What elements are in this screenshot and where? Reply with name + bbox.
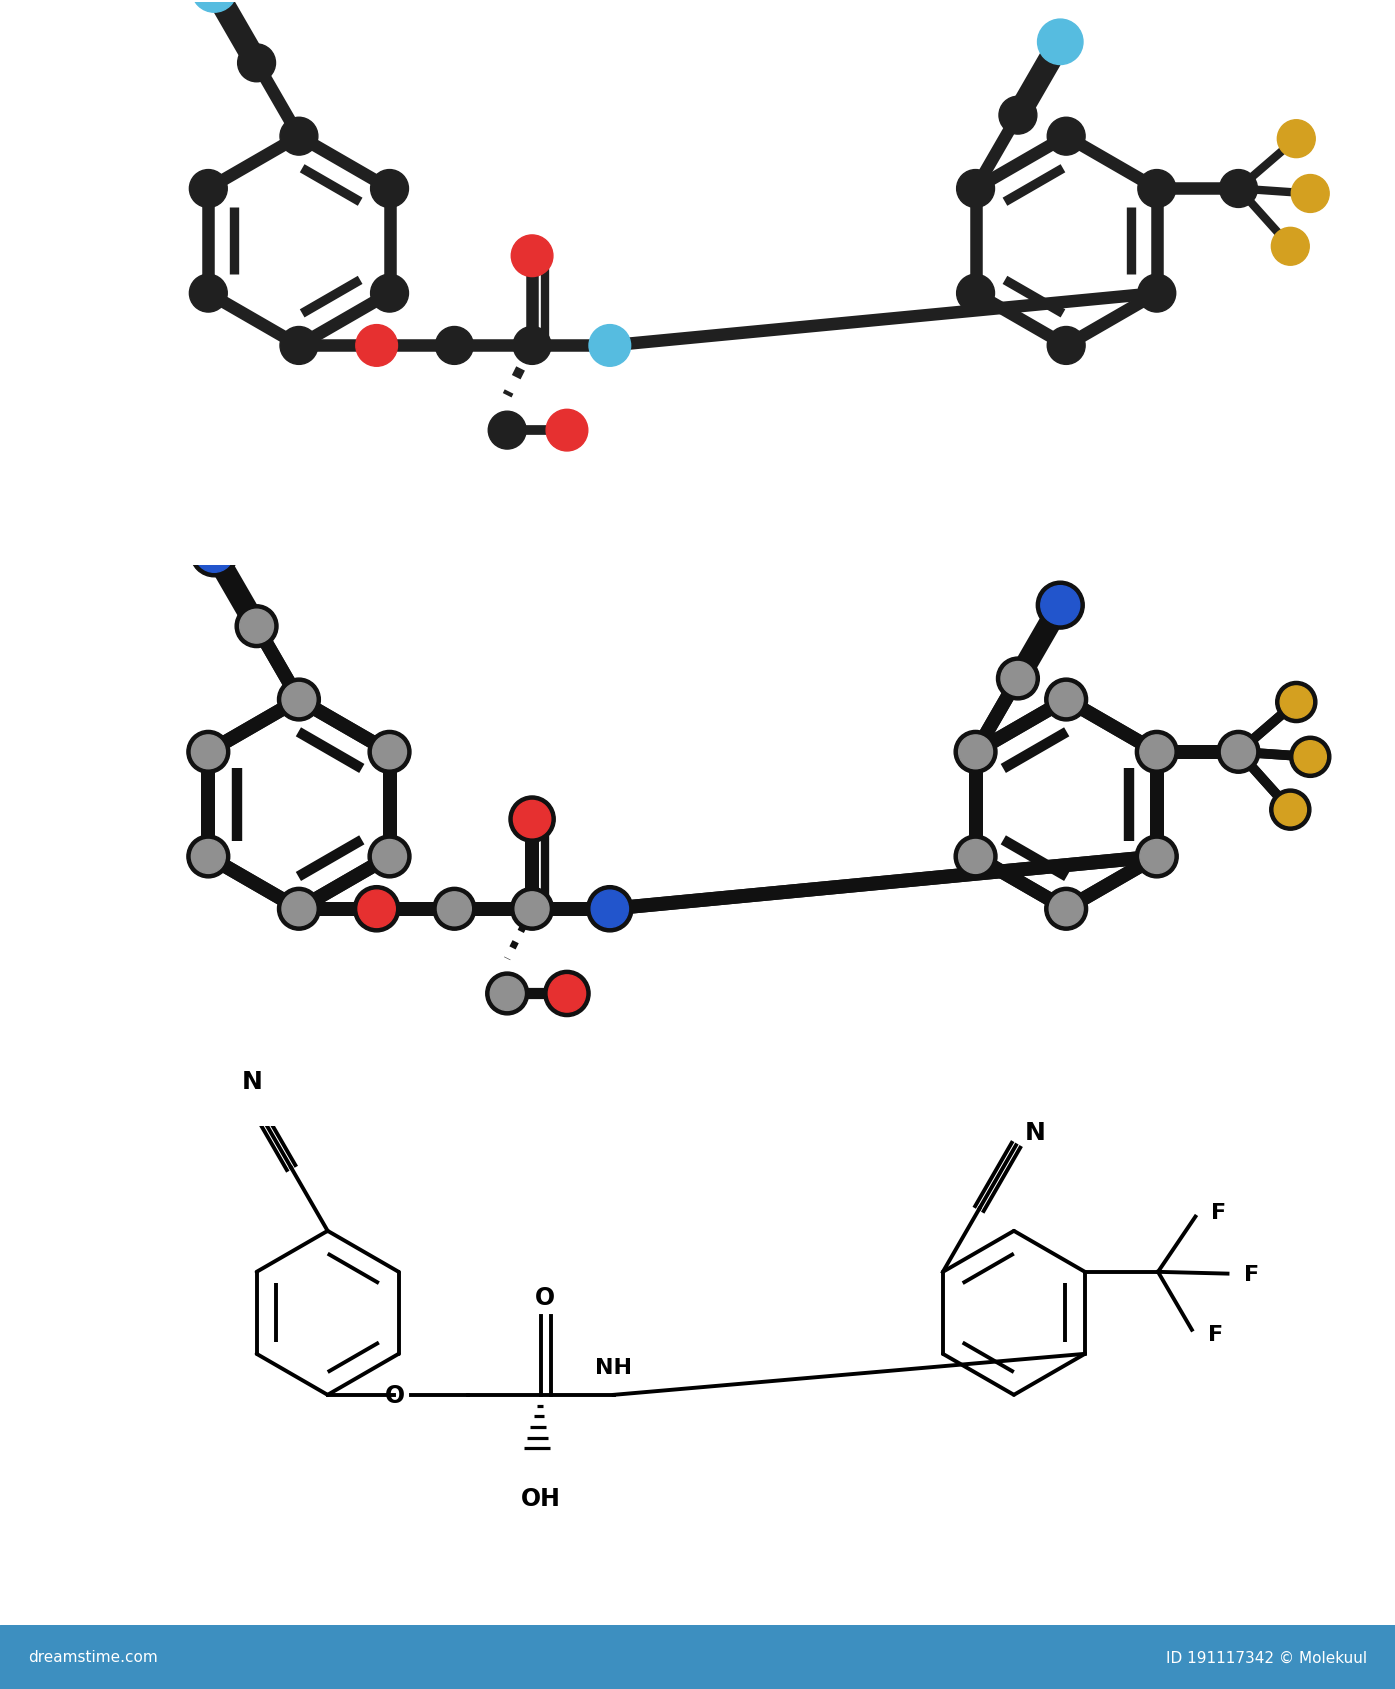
Circle shape [1038,20,1083,66]
Circle shape [1281,686,1313,720]
Circle shape [237,46,276,83]
Circle shape [190,530,239,578]
Circle shape [1140,735,1173,768]
Circle shape [1136,731,1179,774]
Circle shape [957,275,995,312]
Text: F: F [1208,1324,1223,1344]
Circle shape [1136,836,1179,878]
Circle shape [1269,789,1311,831]
Circle shape [1138,275,1176,312]
Circle shape [1216,731,1260,774]
Circle shape [511,888,554,931]
Circle shape [1045,679,1088,721]
Circle shape [432,888,476,931]
Circle shape [1036,581,1084,630]
Circle shape [1138,171,1176,208]
Circle shape [996,657,1039,701]
Circle shape [1274,794,1306,826]
Circle shape [490,976,525,1010]
Circle shape [509,797,555,843]
Circle shape [372,839,406,873]
Text: O: O [536,1285,555,1309]
Circle shape [589,326,631,367]
Circle shape [1219,171,1257,208]
Circle shape [513,801,551,838]
Circle shape [958,735,992,768]
Circle shape [548,975,586,1012]
Text: N: N [241,1069,262,1093]
Circle shape [958,839,992,873]
Circle shape [195,534,234,573]
Circle shape [1048,118,1085,155]
Text: dreamstime.com: dreamstime.com [28,1650,158,1664]
Circle shape [368,731,412,774]
Circle shape [438,892,472,926]
Circle shape [587,887,633,932]
Circle shape [190,171,227,208]
Circle shape [280,118,318,155]
Circle shape [1048,328,1085,365]
Circle shape [1222,735,1256,768]
Circle shape [1049,682,1083,718]
Circle shape [999,98,1036,135]
Circle shape [515,892,550,926]
Circle shape [1278,120,1315,159]
Circle shape [485,973,529,1015]
Text: F: F [1211,1203,1226,1223]
Circle shape [187,731,230,774]
Circle shape [278,888,321,931]
Circle shape [191,735,225,768]
Circle shape [1049,892,1083,926]
Circle shape [591,890,629,927]
Circle shape [353,887,400,932]
Circle shape [282,682,315,718]
Circle shape [278,679,321,721]
Circle shape [957,171,995,208]
Circle shape [282,892,315,926]
Circle shape [545,410,587,451]
Circle shape [1295,741,1327,774]
Circle shape [511,236,552,277]
Text: ID 191117342 © Molekuul: ID 191117342 © Molekuul [1166,1650,1367,1664]
Circle shape [435,328,473,365]
Circle shape [359,890,395,927]
Circle shape [954,836,997,878]
Circle shape [191,839,225,873]
Circle shape [190,275,227,312]
Text: NH: NH [596,1358,632,1377]
Circle shape [236,605,278,649]
Circle shape [371,275,409,312]
Circle shape [187,836,230,878]
Circle shape [1289,736,1331,779]
Circle shape [368,836,412,878]
Circle shape [191,0,237,14]
Circle shape [1275,682,1317,723]
Circle shape [356,326,398,367]
Circle shape [1045,888,1088,931]
Circle shape [1292,176,1329,213]
Circle shape [371,171,409,208]
Circle shape [1271,228,1310,267]
Text: OH: OH [520,1486,561,1510]
Circle shape [488,412,526,449]
Text: N: N [1025,1120,1046,1143]
Circle shape [544,971,590,1017]
Text: O: O [385,1383,405,1407]
Circle shape [1140,839,1173,873]
Circle shape [513,328,551,365]
Circle shape [1002,662,1035,696]
Circle shape [372,735,406,768]
Circle shape [280,328,318,365]
Circle shape [954,731,997,774]
Circle shape [240,610,273,644]
Circle shape [1041,586,1080,625]
Text: F: F [1243,1263,1258,1284]
